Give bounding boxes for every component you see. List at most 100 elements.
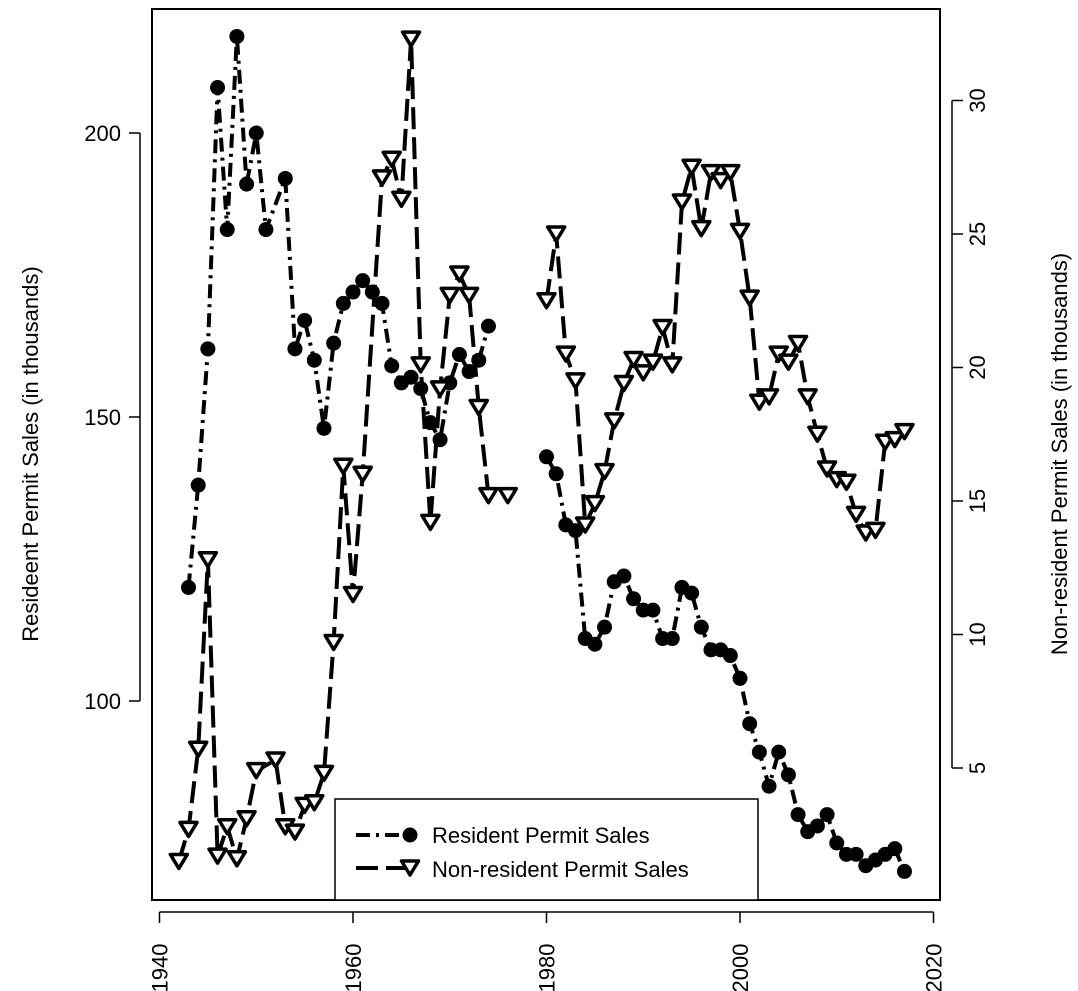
y-left-tick-label: 100 [84,689,121,714]
data-point [480,318,496,334]
data-point [355,273,371,289]
data-point [787,334,809,353]
y-axis-right-title: Non-resident Permit Sales (in thousands) [1047,253,1072,655]
data-point [207,847,228,865]
data-point [884,430,906,449]
data-point [313,764,335,783]
y-right-tick-label: 5 [965,762,990,774]
data-point [693,619,709,635]
data-point [739,289,760,307]
y-right-tick-label: 25 [965,222,990,246]
data-point [451,347,467,363]
data-point [790,807,806,823]
y-left-tick-label: 150 [84,405,121,430]
data-point [439,286,460,305]
x-tick-label: 2000 [728,944,753,991]
legend-resident-label: Resident Permit Sales [432,823,650,848]
data-point [287,341,303,357]
data-point [229,28,245,44]
data-point [732,670,748,686]
legend-resident-marker [402,827,418,843]
data-point [807,425,828,443]
data-point [497,486,519,505]
legend: Resident Permit Sales Non-resident Permi… [334,798,759,901]
legend-box [334,798,759,901]
data-point [819,807,835,823]
data-point [613,374,635,393]
legend-nonresident-marker [399,859,421,877]
data-point [671,193,693,211]
data-point [584,494,606,513]
data-point [691,219,712,238]
data-point [548,466,564,482]
data-point [381,150,402,168]
data-point [751,744,767,760]
data-point [265,751,286,769]
data-point [226,850,248,868]
data-point [896,863,912,879]
data-point [258,222,274,238]
data-point [865,521,886,540]
legend-nonresident-label: Non-resident Permit Sales [432,857,689,882]
data-point [187,740,209,759]
data-point [277,170,293,186]
series-resident [181,28,912,879]
data-point [403,369,419,385]
data-point [168,852,190,871]
x-tick-label: 1960 [341,944,366,991]
axes: 1940 1960 1980 2000 2020 100 150 200 5 10 15 20 25 30 [84,88,990,991]
y-right-tick-label: 30 [965,88,990,112]
data-point [371,169,393,187]
data-point [200,341,216,357]
data-point [429,380,451,398]
data-point [623,350,644,369]
data-point [345,284,361,300]
data-point [297,312,313,328]
data-point [729,222,751,241]
data-point [400,30,422,48]
data-point [642,353,664,371]
data-point [306,352,322,368]
data-point [565,372,586,390]
data-point [181,579,197,595]
data-point [539,449,554,465]
data-point [190,477,206,493]
data-point [316,420,332,436]
data-point [246,761,267,780]
data-point [778,353,799,371]
y-right-tick-label: 10 [965,622,990,646]
data-point [633,364,654,382]
data-point [681,158,702,176]
data-point [326,335,342,351]
data-point [284,823,306,841]
data-point [749,393,770,411]
data-point [216,817,238,836]
data-point [248,125,264,141]
data-point [829,835,845,851]
data-point [603,412,625,430]
data-point [178,820,199,839]
data-point [742,716,758,732]
data-point [342,585,364,604]
data-point [722,648,738,664]
data-point [422,415,438,431]
data-point [836,473,857,492]
series [168,28,915,879]
x-tick-label: 1980 [535,944,560,991]
data-point [664,631,680,647]
data-point [848,846,864,862]
data-point [545,225,567,243]
data-point [652,318,673,337]
data-point [574,516,596,534]
data-point [720,163,741,182]
data-point [761,778,777,794]
data-point [410,356,431,374]
data-point [845,505,867,524]
data-point [536,292,557,310]
data-point [797,388,818,406]
data-point [710,171,731,190]
data-point [684,585,700,601]
data-point [616,568,632,584]
data-point [461,364,477,380]
